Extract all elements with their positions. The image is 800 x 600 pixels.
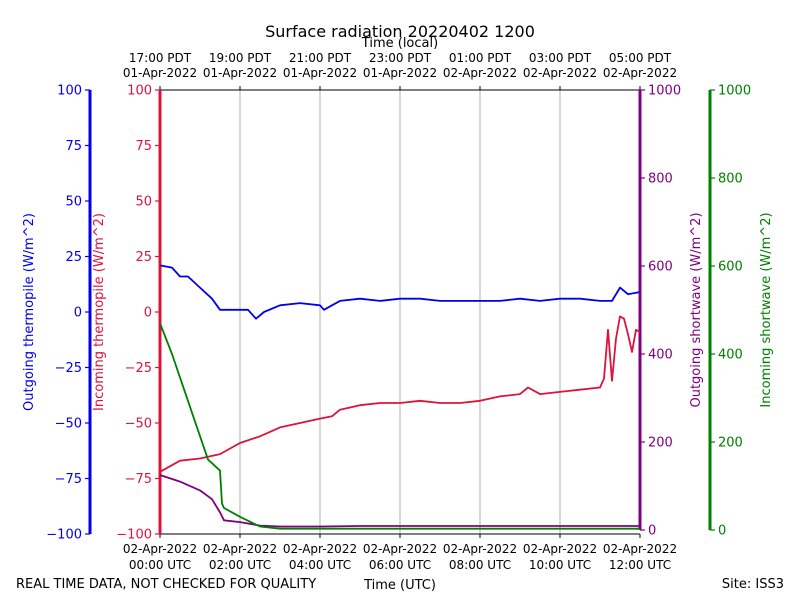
incoming-thermopile-tick-label: −75 — [125, 472, 152, 487]
bottom-axis-label: Time (UTC) — [363, 578, 436, 593]
outgoing-shortwave-tick-label: 800 — [648, 172, 673, 187]
top-tick-label: 23:00 PDT — [369, 51, 432, 65]
top-tick-label: 05:00 PDT — [609, 51, 672, 65]
incoming-thermopile-tick-label: −25 — [125, 361, 152, 376]
incoming-shortwave-tick-label: 200 — [718, 436, 743, 451]
bottom-tick-label: 02-Apr-2022 — [523, 542, 597, 556]
bottom-tick-label: 02:00 UTC — [209, 558, 271, 572]
top-tick-label: 01-Apr-2022 — [363, 66, 437, 80]
top-tick-label: 19:00 PDT — [209, 51, 272, 65]
bottom-tick-label: 12:00 UTC — [609, 558, 671, 572]
incoming-shortwave-tick-label: 0 — [718, 524, 726, 539]
incoming-shortwave-tick-label: 600 — [718, 260, 743, 275]
incoming-shortwave-tick-label: 1000 — [718, 84, 751, 99]
outgoing-shortwave-tick-label: 400 — [648, 348, 673, 363]
incoming-thermopile-tick-label: −50 — [125, 417, 152, 432]
outgoing-shortwave-tick-label: 600 — [648, 260, 673, 275]
bottom-tick-label: 02-Apr-2022 — [603, 542, 677, 556]
series-line-outgoing-shortwave — [159, 474, 640, 528]
chart-title: Surface radiation 20220402 1200 — [265, 22, 535, 41]
outgoing-thermopile-tick-label: −100 — [46, 528, 82, 543]
outgoing-thermopile-tick-label: 100 — [57, 84, 82, 99]
outgoing-thermopile-label: Outgoing thermopile (W/m^2) — [22, 213, 37, 411]
outgoing-thermopile-tick-label: 75 — [65, 139, 82, 154]
outgoing-thermopile-tick-label: −75 — [55, 472, 82, 487]
incoming-thermopile-tick-label: 100 — [127, 84, 152, 99]
quality-note: REAL TIME DATA, NOT CHECKED FOR QUALITY — [16, 577, 316, 592]
top-tick-label: 03:00 PDT — [529, 51, 592, 65]
bottom-tick-label: 02-Apr-2022 — [363, 542, 437, 556]
series-line-incoming-thermopile — [159, 315, 641, 473]
incoming-thermopile-tick-label: 75 — [135, 139, 152, 154]
bottom-tick-label: 02-Apr-2022 — [203, 542, 277, 556]
outgoing-shortwave-tick-label: 200 — [648, 436, 673, 451]
top-tick-label: 01-Apr-2022 — [123, 66, 197, 80]
bottom-tick-label: 04:00 UTC — [289, 558, 351, 572]
top-tick-label: 21:00 PDT — [289, 51, 352, 65]
top-tick-label: 01-Apr-2022 — [203, 66, 277, 80]
top-tick-label: 17:00 PDT — [129, 51, 192, 65]
incoming-thermopile-tick-label: −100 — [116, 528, 152, 543]
incoming-thermopile-tick-label: 50 — [135, 195, 152, 210]
outgoing-shortwave-tick-label: 1000 — [648, 84, 681, 99]
outgoing-thermopile-tick-label: 25 — [65, 250, 82, 265]
top-tick-label: 01-Apr-2022 — [283, 66, 357, 80]
outgoing-shortwave-label: Outgoing shortwave (W/m^2) — [689, 212, 704, 407]
outgoing-thermopile-tick-label: 50 — [65, 195, 82, 210]
top-tick-label: 01:00 PDT — [449, 51, 512, 65]
outgoing-shortwave-tick-label: 0 — [648, 524, 656, 539]
top-tick-label: 02-Apr-2022 — [603, 66, 677, 80]
incoming-shortwave-label: Incoming shortwave (W/m^2) — [759, 212, 774, 407]
series-line-incoming-shortwave — [159, 322, 640, 530]
top-axis-label: Time (local) — [361, 36, 438, 51]
bottom-tick-label: 02-Apr-2022 — [123, 542, 197, 556]
incoming-thermopile-label: Incoming thermopile (W/m^2) — [92, 213, 107, 411]
top-tick-label: 02-Apr-2022 — [443, 66, 517, 80]
bottom-tick-label: 02-Apr-2022 — [283, 542, 357, 556]
incoming-thermopile-tick-label: 0 — [144, 306, 152, 321]
top-tick-label: 02-Apr-2022 — [523, 66, 597, 80]
bottom-tick-label: 06:00 UTC — [369, 558, 431, 572]
bottom-tick-label: 00:00 UTC — [129, 558, 191, 572]
incoming-shortwave-tick-label: 800 — [718, 172, 743, 187]
outgoing-thermopile-tick-label: −50 — [55, 417, 82, 432]
bottom-tick-label: 10:00 UTC — [529, 558, 591, 572]
bottom-tick-label: 08:00 UTC — [449, 558, 511, 572]
bottom-tick-label: 02-Apr-2022 — [443, 542, 517, 556]
incoming-shortwave-tick-label: 400 — [718, 348, 743, 363]
site-label: Site: ISS3 — [722, 577, 784, 592]
outgoing-thermopile-tick-label: 0 — [74, 306, 82, 321]
incoming-thermopile-tick-label: 25 — [135, 250, 152, 265]
series-line-outgoing-thermopile — [159, 264, 641, 320]
outgoing-thermopile-tick-label: −25 — [55, 361, 82, 376]
